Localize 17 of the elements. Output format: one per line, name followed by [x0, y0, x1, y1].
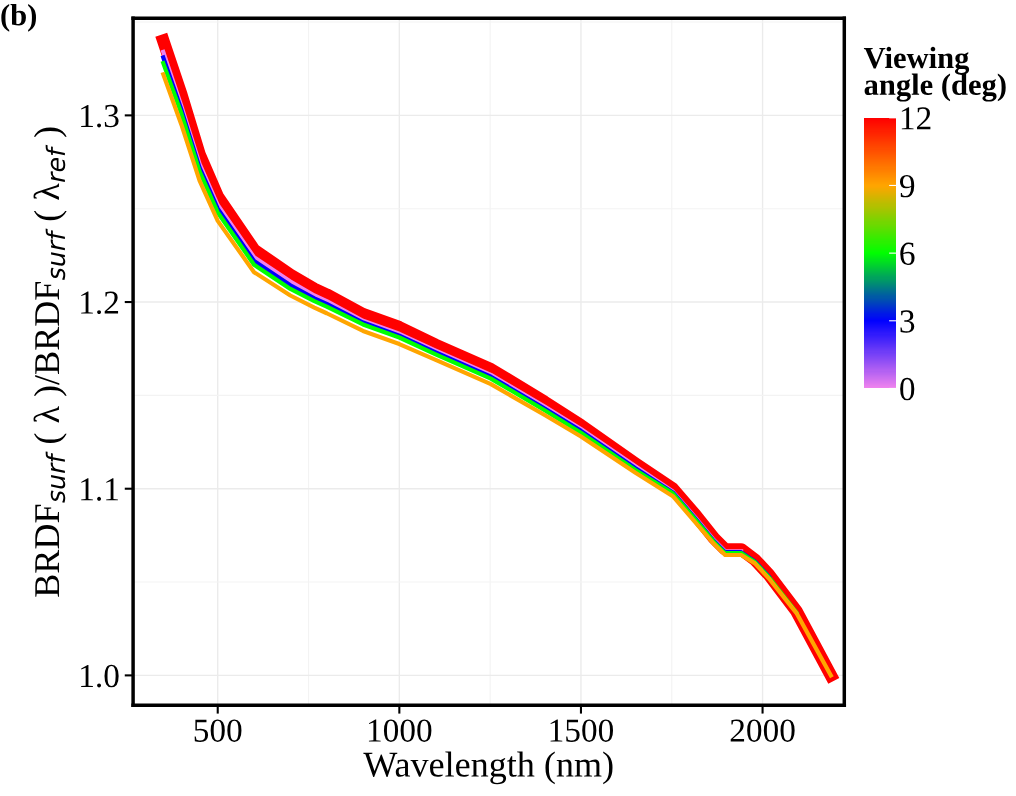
- x-tick-label: 2000: [730, 719, 795, 742]
- x-tick-label: 1500: [550, 719, 614, 742]
- y-tick-label: 1.3: [81, 104, 119, 128]
- color-bar-label: 12: [901, 107, 931, 130]
- color-bar-label: 6: [900, 242, 915, 266]
- x-tick-label: 500: [194, 719, 242, 742]
- y-tick-label: 1.2: [81, 291, 119, 315]
- text: (b): [1, 3, 36, 32]
- x-tick-label: 1000: [368, 719, 432, 742]
- color-bar-label: 3: [900, 310, 915, 333]
- color-bar-label: 9: [899, 174, 915, 198]
- y-tick-label: 1.0: [81, 664, 119, 688]
- x-axis-title: Wavelength (nm): [363, 751, 613, 785]
- color-bar-title: Viewing angle (deg): [863, 46, 1006, 102]
- y-axis-title: BRDF$_{surf}$ ( λ )/BRDF$_{surf}$ ( λ$_{ref}$ ): [33, 127, 67, 597]
- y-tick-label: 1.1: [81, 478, 118, 501]
- color-bar-label: 0: [900, 377, 915, 401]
